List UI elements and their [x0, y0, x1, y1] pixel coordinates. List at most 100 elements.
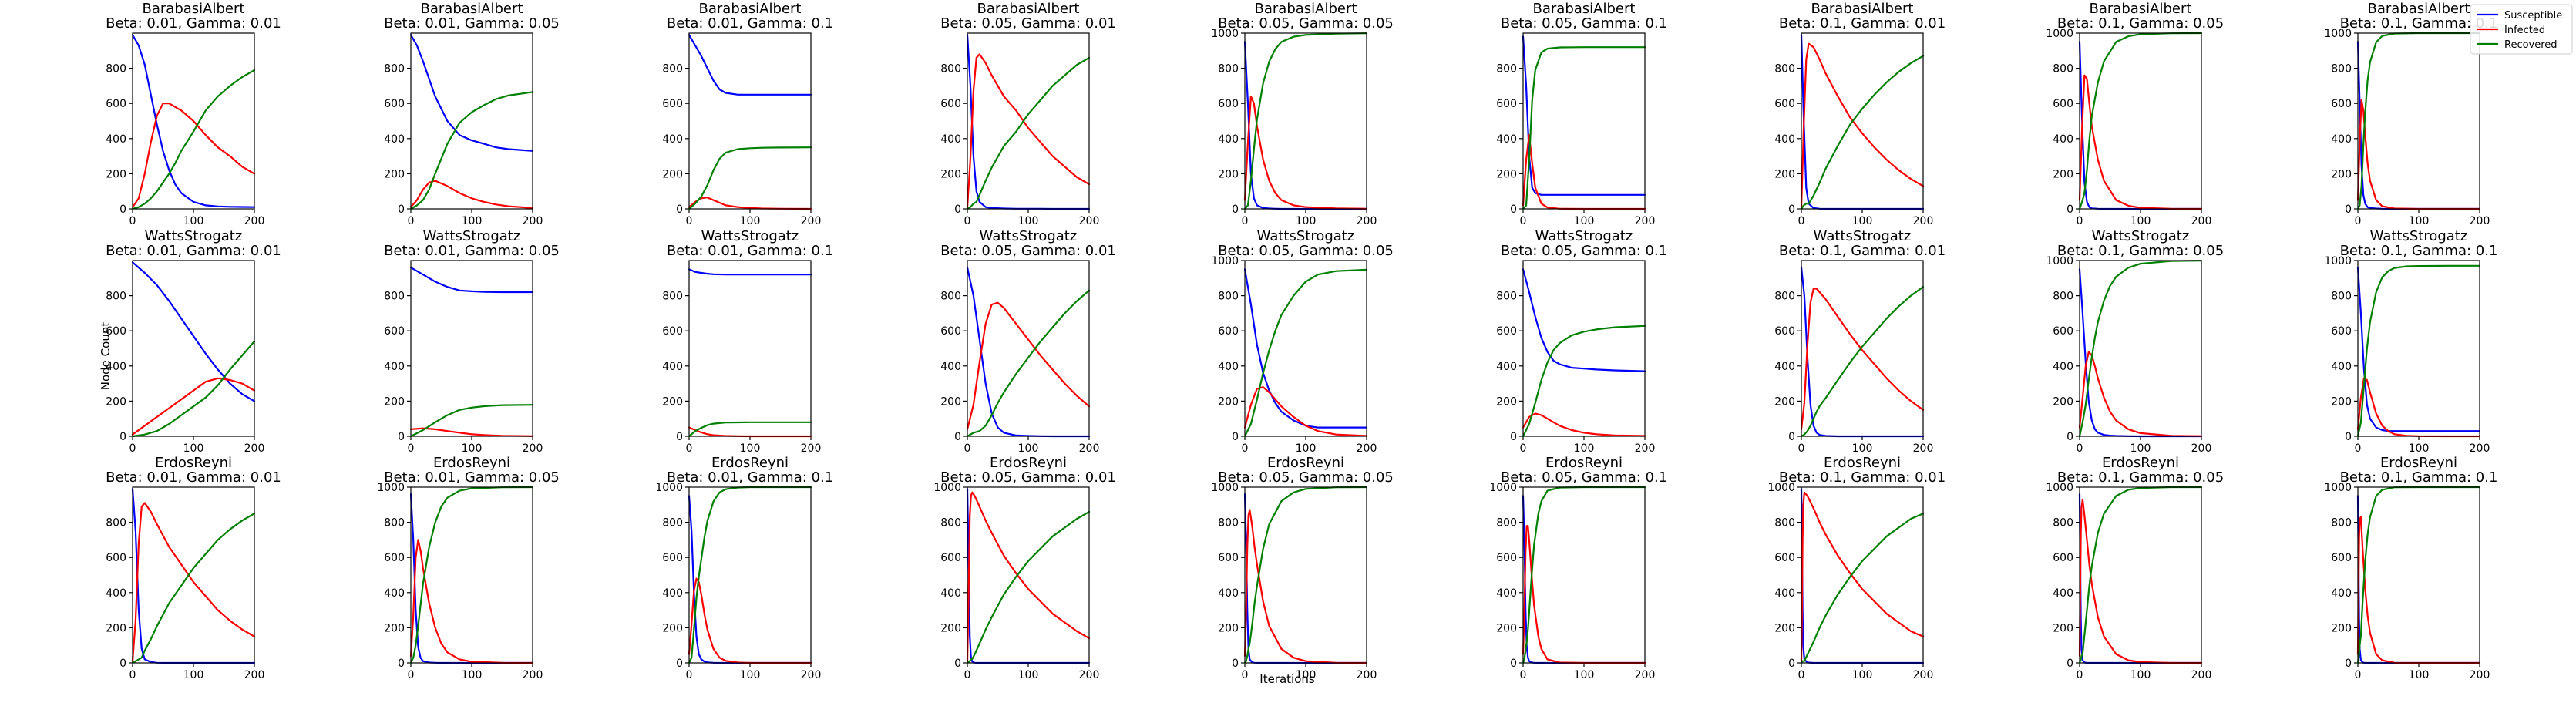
subplot-subtitle: Beta: 0.1, Gamma: 0.05 — [2057, 469, 2224, 486]
subplot-subtitle: Beta: 0.01, Gamma: 0.05 — [384, 15, 560, 32]
y-tick-label: 200 — [2331, 622, 2352, 634]
x-tick-label: 100 — [183, 215, 204, 227]
series-line-susceptible — [1522, 495, 1646, 664]
y-tick-label: 200 — [106, 622, 126, 634]
subplot-subtitle: Beta: 0.05, Gamma: 0.01 — [940, 15, 1116, 32]
y-tick-label: 0 — [2067, 658, 2073, 670]
x-tick-label: 100 — [1018, 669, 1039, 681]
x-tick-label: 0 — [2077, 669, 2083, 681]
y-tick-label: 400 — [940, 361, 961, 373]
series-line-infected — [1243, 386, 1368, 437]
series-line-recovered — [409, 404, 534, 438]
y-tick-label: 800 — [106, 63, 126, 76]
y-tick-label: 800 — [1496, 291, 1517, 303]
subplot-subtitle: Beta: 0.05, Gamma: 0.05 — [1218, 15, 1394, 32]
subplot-title: ErdosReyni — [433, 455, 510, 471]
y-tick-label: 600 — [1774, 325, 1795, 338]
series-line-infected — [1800, 288, 1925, 431]
x-tick-label: 100 — [2130, 442, 2151, 455]
x-tick-label: 100 — [183, 442, 204, 455]
y-tick-label: 600 — [106, 98, 126, 110]
x-tick-label: 100 — [462, 442, 483, 455]
series-line-recovered — [1522, 46, 1646, 210]
subplot-subtitle: Beta: 0.05, Gamma: 0.05 — [1218, 469, 1394, 486]
y-tick-label: 200 — [384, 168, 405, 180]
y-tick-label: 1000 — [933, 482, 961, 494]
axes-frame — [967, 260, 1090, 437]
subplot-subtitle: Beta: 0.01, Gamma: 0.05 — [384, 469, 560, 486]
x-tick-label: 200 — [1357, 215, 1377, 227]
y-tick-label: 200 — [2053, 395, 2073, 408]
legend: Susceptible Infected Recovered — [2470, 4, 2573, 55]
y-tick-label: 0 — [2345, 431, 2352, 443]
subplot-title: BarabasiAlbert — [143, 1, 245, 17]
series-line-susceptible — [688, 34, 812, 96]
y-tick-label: 1000 — [2324, 255, 2352, 267]
y-tick-label: 400 — [1218, 133, 1239, 146]
series-line-infected — [2078, 498, 2203, 664]
series-line-recovered — [688, 486, 812, 664]
y-tick-label: 400 — [662, 361, 683, 373]
x-tick-label: 100 — [1852, 442, 1873, 455]
y-tick-label: 400 — [1774, 361, 1795, 373]
y-tick-label: 400 — [940, 587, 961, 600]
series-line-infected — [1522, 412, 1646, 437]
series-line-recovered — [1243, 32, 1368, 210]
y-tick-label: 0 — [2067, 431, 2073, 443]
y-tick-label: 800 — [2331, 291, 2352, 303]
series-line-susceptible — [2078, 493, 2203, 664]
x-tick-label: 100 — [1018, 442, 1039, 455]
axes-frame — [132, 486, 255, 664]
series-line-infected — [131, 502, 256, 662]
axes-frame — [1522, 260, 1646, 437]
y-tick-label: 800 — [940, 517, 961, 530]
y-tick-label: 0 — [2345, 658, 2352, 670]
y-tick-label: 800 — [2331, 517, 2352, 530]
x-tick-label: 200 — [1079, 442, 1100, 455]
y-tick-label: 400 — [662, 133, 683, 146]
series-line-infected — [2356, 99, 2481, 210]
series-line-susceptible — [1243, 268, 1368, 429]
subplot-subtitle: Beta: 0.01, Gamma: 0.1 — [667, 15, 833, 32]
y-tick-label: 1000 — [1489, 482, 1517, 494]
x-tick-label: 200 — [2191, 215, 2212, 227]
legend-label-recovered: Recovered — [2504, 39, 2558, 51]
x-tick-label: 100 — [462, 669, 483, 681]
axes-frame — [2079, 32, 2202, 210]
y-tick-label: 800 — [662, 63, 683, 76]
y-tick-label: 0 — [676, 431, 683, 443]
legend-label-susceptible: Susceptible — [2504, 10, 2562, 22]
y-tick-label: 200 — [2053, 168, 2073, 180]
series-line-susceptible — [131, 488, 256, 664]
x-tick-label: 0 — [686, 442, 693, 455]
subplot-title: ErdosReyni — [155, 455, 232, 471]
axes-frame — [132, 260, 255, 437]
series-line-susceptible — [409, 267, 534, 294]
series-line-infected — [409, 539, 534, 664]
legend-box — [2470, 4, 2573, 55]
x-tick-label: 100 — [1574, 215, 1595, 227]
x-tick-label: 0 — [1798, 669, 1805, 681]
y-tick-label: 400 — [2331, 133, 2352, 146]
subplot-title: ErdosReyni — [711, 455, 789, 471]
y-tick-label: 200 — [2331, 395, 2352, 408]
series-line-recovered — [1522, 325, 1646, 438]
y-tick-label: 0 — [1788, 431, 1795, 443]
axes-frame — [688, 32, 812, 210]
series-line-infected — [409, 427, 534, 437]
series-line-recovered — [131, 340, 256, 438]
x-tick-label: 200 — [2191, 442, 2212, 455]
y-tick-label: 600 — [1218, 552, 1239, 564]
series-line-recovered — [1522, 486, 1646, 664]
subplot-subtitle: Beta: 0.01, Gamma: 0.01 — [106, 243, 281, 259]
x-tick-label: 200 — [1079, 215, 1100, 227]
y-tick-label: 1000 — [2046, 28, 2073, 40]
y-tick-label: 800 — [940, 63, 961, 76]
